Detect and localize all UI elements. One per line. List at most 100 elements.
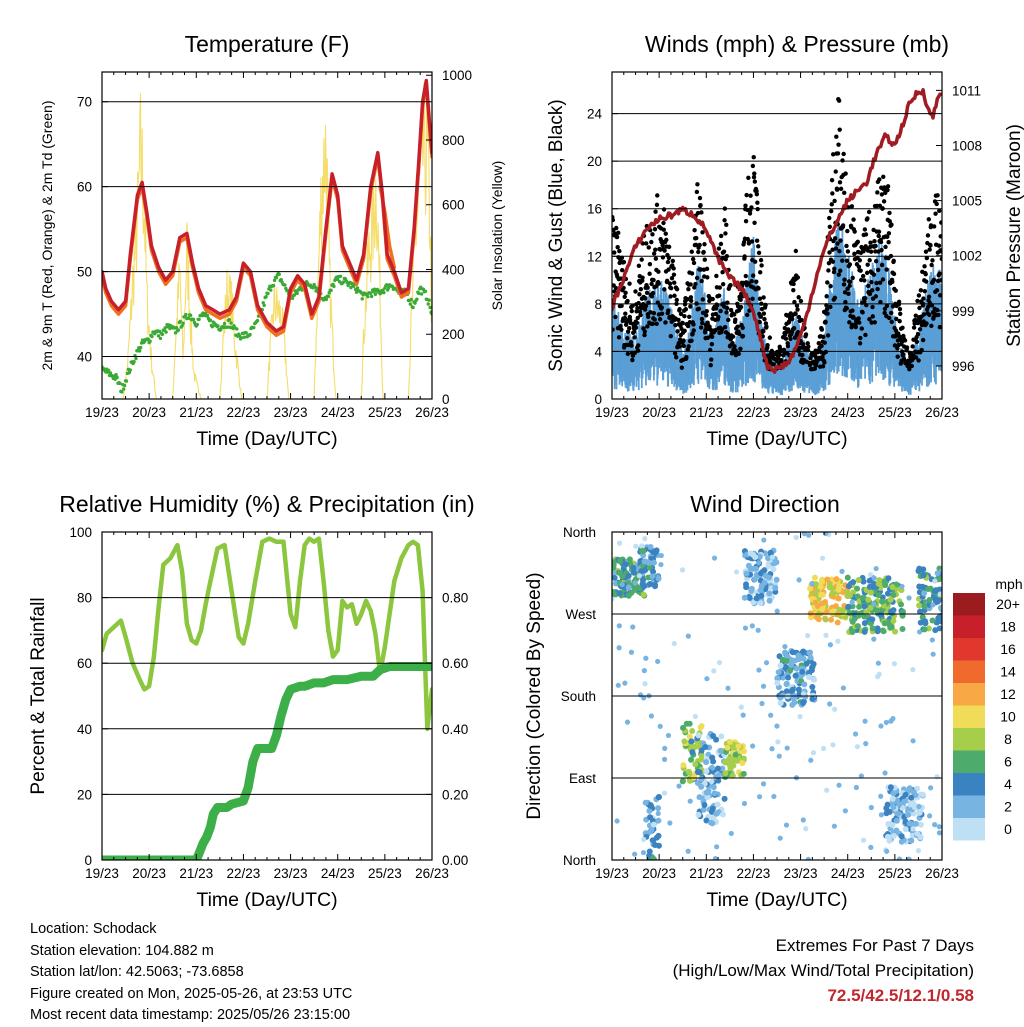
direction-point	[761, 537, 767, 543]
direction-point	[887, 596, 894, 603]
direction-point	[729, 744, 736, 751]
direction-point	[906, 595, 912, 601]
direction-point	[646, 559, 653, 566]
direction-chart: Wind Direction 19/23 20/23 21/23 22/23 23/23 2…	[524, 491, 959, 911]
direction-point	[919, 791, 926, 798]
dewpoint-point	[248, 332, 252, 337]
direction-point	[641, 668, 647, 674]
direction-point	[884, 848, 890, 854]
gust-point	[842, 277, 847, 282]
gust-point	[917, 305, 922, 311]
gust-point	[752, 259, 758, 264]
gust-point	[667, 281, 673, 286]
direction-point	[759, 700, 765, 707]
gust-point	[852, 229, 857, 234]
direction-point	[631, 586, 638, 593]
direction-point	[836, 782, 842, 788]
x-tick-label: 25/23	[878, 405, 912, 420]
gust-point	[634, 320, 640, 325]
chart-title: Temperature (F)	[185, 31, 350, 57]
gust-point	[873, 259, 879, 264]
direction-point	[762, 572, 769, 579]
dewpoint-point	[120, 390, 124, 394]
gust-point	[762, 316, 767, 322]
gust-point	[881, 199, 887, 204]
gust-point	[897, 318, 902, 324]
gust-point	[761, 311, 767, 316]
dewpoint-point	[269, 288, 273, 292]
gust-point	[636, 263, 642, 269]
gust-point	[709, 334, 715, 339]
gust-point	[936, 312, 941, 318]
gust-point	[761, 295, 766, 300]
direction-point	[866, 577, 873, 584]
gust-point	[756, 250, 762, 256]
gust-point	[853, 324, 859, 330]
direction-point	[860, 578, 867, 585]
gust-point	[615, 244, 620, 250]
gust-point	[677, 337, 683, 342]
direction-point	[910, 738, 916, 744]
direction-point	[740, 712, 746, 718]
x-tick-label: 22/23	[227, 866, 261, 881]
gust-point	[823, 319, 828, 324]
direction-point	[681, 738, 688, 745]
gust-point	[731, 312, 737, 317]
direction-point	[771, 560, 778, 567]
gust-point	[754, 238, 760, 243]
direction-point	[890, 790, 897, 797]
dewpoint-point	[355, 286, 360, 290]
dewpoint-point	[264, 295, 268, 299]
colorbar-label: 10	[1000, 709, 1016, 725]
dewpoint-point	[235, 327, 239, 331]
gust-point	[939, 220, 942, 225]
direction-point	[901, 798, 908, 805]
direction-point	[854, 585, 861, 592]
gust-point	[726, 317, 731, 323]
direction-point	[891, 661, 898, 667]
direction-point	[793, 665, 800, 672]
gust-point	[929, 262, 934, 268]
gust-point	[781, 353, 786, 358]
y2-axis-label: Station Pressure (Maroon)	[1004, 124, 1024, 347]
gust-point	[630, 357, 635, 363]
direction-point	[863, 741, 869, 747]
direction-point	[646, 807, 653, 814]
gust-point	[738, 304, 744, 310]
direction-point	[733, 569, 740, 575]
direction-point	[680, 762, 687, 769]
gust-point	[687, 314, 692, 319]
direction-point	[766, 590, 773, 597]
gust-point	[661, 207, 667, 212]
direction-point	[779, 656, 786, 663]
direction-point	[803, 826, 809, 832]
gust-point	[653, 209, 658, 214]
gust-point	[688, 282, 693, 287]
colorbar-swatch	[953, 750, 985, 773]
gust-point	[828, 283, 833, 289]
direction-point	[679, 778, 686, 785]
direction-point	[671, 640, 677, 647]
gust-point	[916, 358, 921, 363]
direction-point	[688, 738, 695, 745]
colorbar-label: 20+	[996, 596, 1020, 612]
gust-point	[876, 233, 881, 239]
gust-point	[877, 203, 883, 208]
direction-point	[777, 835, 783, 841]
dewpoint-point	[290, 296, 295, 301]
gust-point	[840, 258, 845, 263]
direction-point	[926, 596, 933, 603]
gust-point	[689, 338, 694, 343]
direction-series	[612, 532, 942, 860]
direction-point	[648, 802, 655, 809]
direction-point	[775, 669, 782, 676]
extremes-values: 72.5/42.5/12.1/0.58	[827, 986, 974, 1005]
direction-point	[916, 583, 923, 590]
gust-point	[914, 339, 920, 345]
direction-point	[775, 739, 781, 745]
x-tick-label: 20/23	[132, 405, 166, 420]
gust-point	[697, 195, 703, 201]
gust-point	[847, 279, 853, 284]
gust-point	[937, 208, 942, 213]
direction-point	[936, 830, 942, 836]
